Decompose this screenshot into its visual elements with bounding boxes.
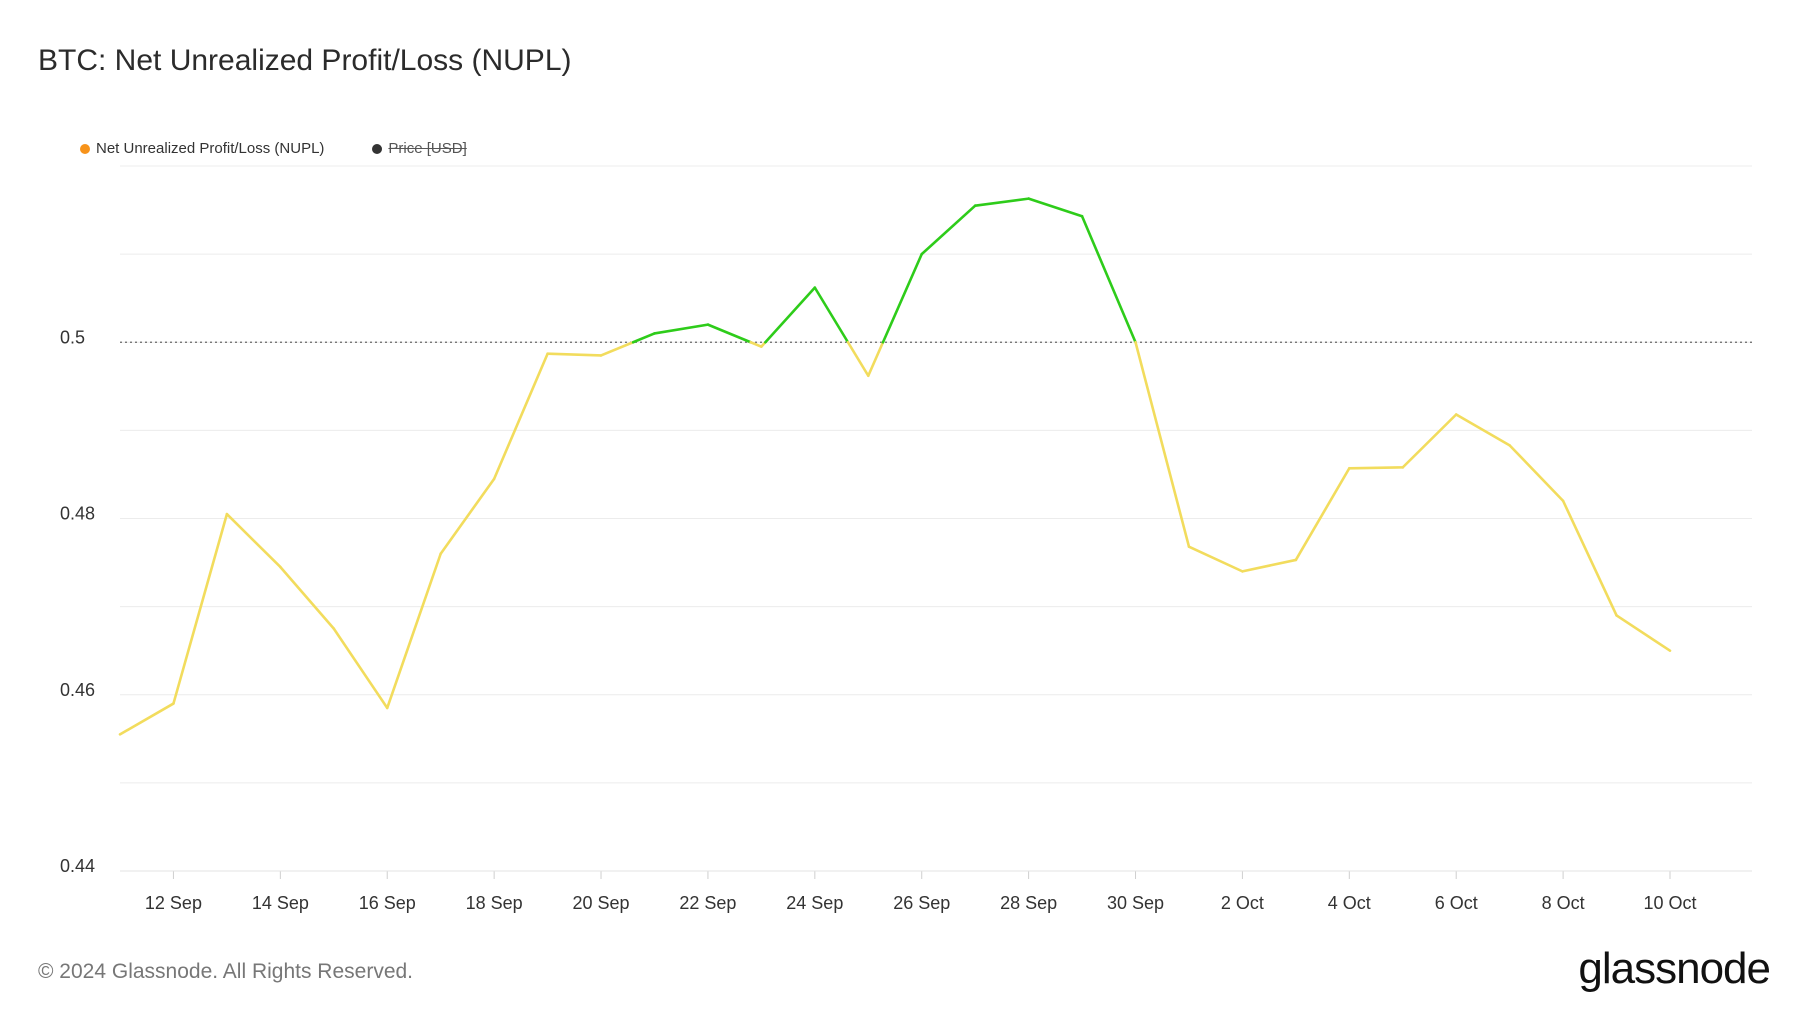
nupl-segment-7 Oct xyxy=(1508,444,1565,503)
series-lines xyxy=(118,197,1672,736)
x-tick-label: 4 Oct xyxy=(1328,893,1371,913)
legend-item-price[interactable]: Price [USD] xyxy=(372,140,467,157)
legend-label-nupl: Net Unrealized Profit/Loss (NUPL) xyxy=(96,140,325,157)
nupl-segment-14 Sep xyxy=(279,565,336,630)
x-tick-label: 10 Oct xyxy=(1643,893,1696,913)
x-tick-label: 20 Sep xyxy=(573,893,630,913)
nupl-segment-25 Sep-a xyxy=(866,340,885,378)
x-tick-label: 18 Sep xyxy=(466,893,523,913)
nupl-segment-26 Sep xyxy=(920,204,977,256)
x-tick-label: 30 Sep xyxy=(1107,893,1164,913)
nupl-segment-25 Sep-b xyxy=(881,252,924,344)
nupl-segment-11 Sep xyxy=(118,702,175,736)
x-tick-label: 22 Sep xyxy=(679,893,736,913)
chart-legend: Net Unrealized Profit/Loss (NUPL) Price … xyxy=(80,140,467,157)
x-tick-label: 26 Sep xyxy=(893,893,950,913)
copyright-text: © 2024 Glassnode. All Rights Reserved. xyxy=(38,960,414,983)
nupl-segment-30 Sep xyxy=(1134,340,1191,549)
y-axis-ticks: 0.44 0.46 0.48 0.5 xyxy=(60,327,95,876)
nupl-segment-2 Oct xyxy=(1241,558,1298,573)
x-tick-label: 24 Sep xyxy=(786,893,843,913)
nupl-segment-19 Sep xyxy=(546,352,603,357)
nupl-segment-29 Sep xyxy=(1080,214,1137,344)
nupl-segment-20 Sep-b xyxy=(631,332,656,344)
nupl-segment-5 Oct xyxy=(1401,413,1458,469)
legend-dot-nupl xyxy=(80,143,90,154)
x-tick-label: 28 Sep xyxy=(1000,893,1057,913)
x-tick-label: 8 Oct xyxy=(1542,893,1585,913)
y-tick-label: 0.48 xyxy=(60,504,95,524)
nupl-segment-3 Oct xyxy=(1294,466,1351,562)
nupl-segment-24 Sep-b xyxy=(846,340,870,378)
nupl-segment-16 Sep xyxy=(385,552,442,710)
y-tick-label: 0.44 xyxy=(60,856,95,876)
nupl-segment-28 Sep xyxy=(1027,197,1084,218)
y-tick-label: 0.46 xyxy=(60,680,95,700)
x-tick-label: 6 Oct xyxy=(1435,893,1478,913)
nupl-segment-24 Sep-a xyxy=(813,286,850,344)
nupl-segment-1 Oct xyxy=(1187,545,1244,573)
nupl-segment-27 Sep xyxy=(973,197,1030,207)
nupl-segment-13 Sep xyxy=(225,512,282,569)
nupl-segment-6 Oct xyxy=(1454,413,1511,447)
nupl-segment-15 Sep xyxy=(332,627,389,710)
nupl-segment-22 Sep-a xyxy=(706,323,752,344)
nupl-segment-4 Oct xyxy=(1348,466,1405,470)
nupl-segment-23 Sep-b xyxy=(764,286,817,344)
legend-dot-price xyxy=(372,143,383,154)
glassnode-logo: glassnode xyxy=(1578,944,1771,993)
nupl-segment-8 Oct xyxy=(1561,499,1618,617)
nupl-segment-18 Sep xyxy=(492,352,549,481)
y-tick-label: 0.5 xyxy=(60,327,85,347)
nupl-segment-20 Sep-a xyxy=(599,340,635,357)
legend-item-nupl[interactable]: Net Unrealized Profit/Loss (NUPL) xyxy=(80,140,324,157)
nupl-segment-17 Sep xyxy=(439,477,496,556)
nupl-segment-21 Sep xyxy=(653,323,710,335)
nupl-segment-9 Oct xyxy=(1615,614,1672,652)
legend-label-price: Price [USD] xyxy=(388,140,467,157)
x-tick-label: 16 Sep xyxy=(359,893,416,913)
grid-lines xyxy=(120,165,1752,872)
chart-title: BTC: Net Unrealized Profit/Loss (NUPL) xyxy=(38,44,572,77)
nupl-segment-22 Sep-b xyxy=(749,340,763,348)
nupl-segment-12 Sep xyxy=(172,512,229,705)
x-tick-label: 14 Sep xyxy=(252,893,309,913)
x-tick-label: 12 Sep xyxy=(145,893,202,913)
x-tick-label: 2 Oct xyxy=(1221,893,1264,913)
x-axis-ticks: 12 Sep 14 Sep 16 Sep 18 Sep 20 Sep 22 Sep 24 S… xyxy=(120,870,1752,913)
